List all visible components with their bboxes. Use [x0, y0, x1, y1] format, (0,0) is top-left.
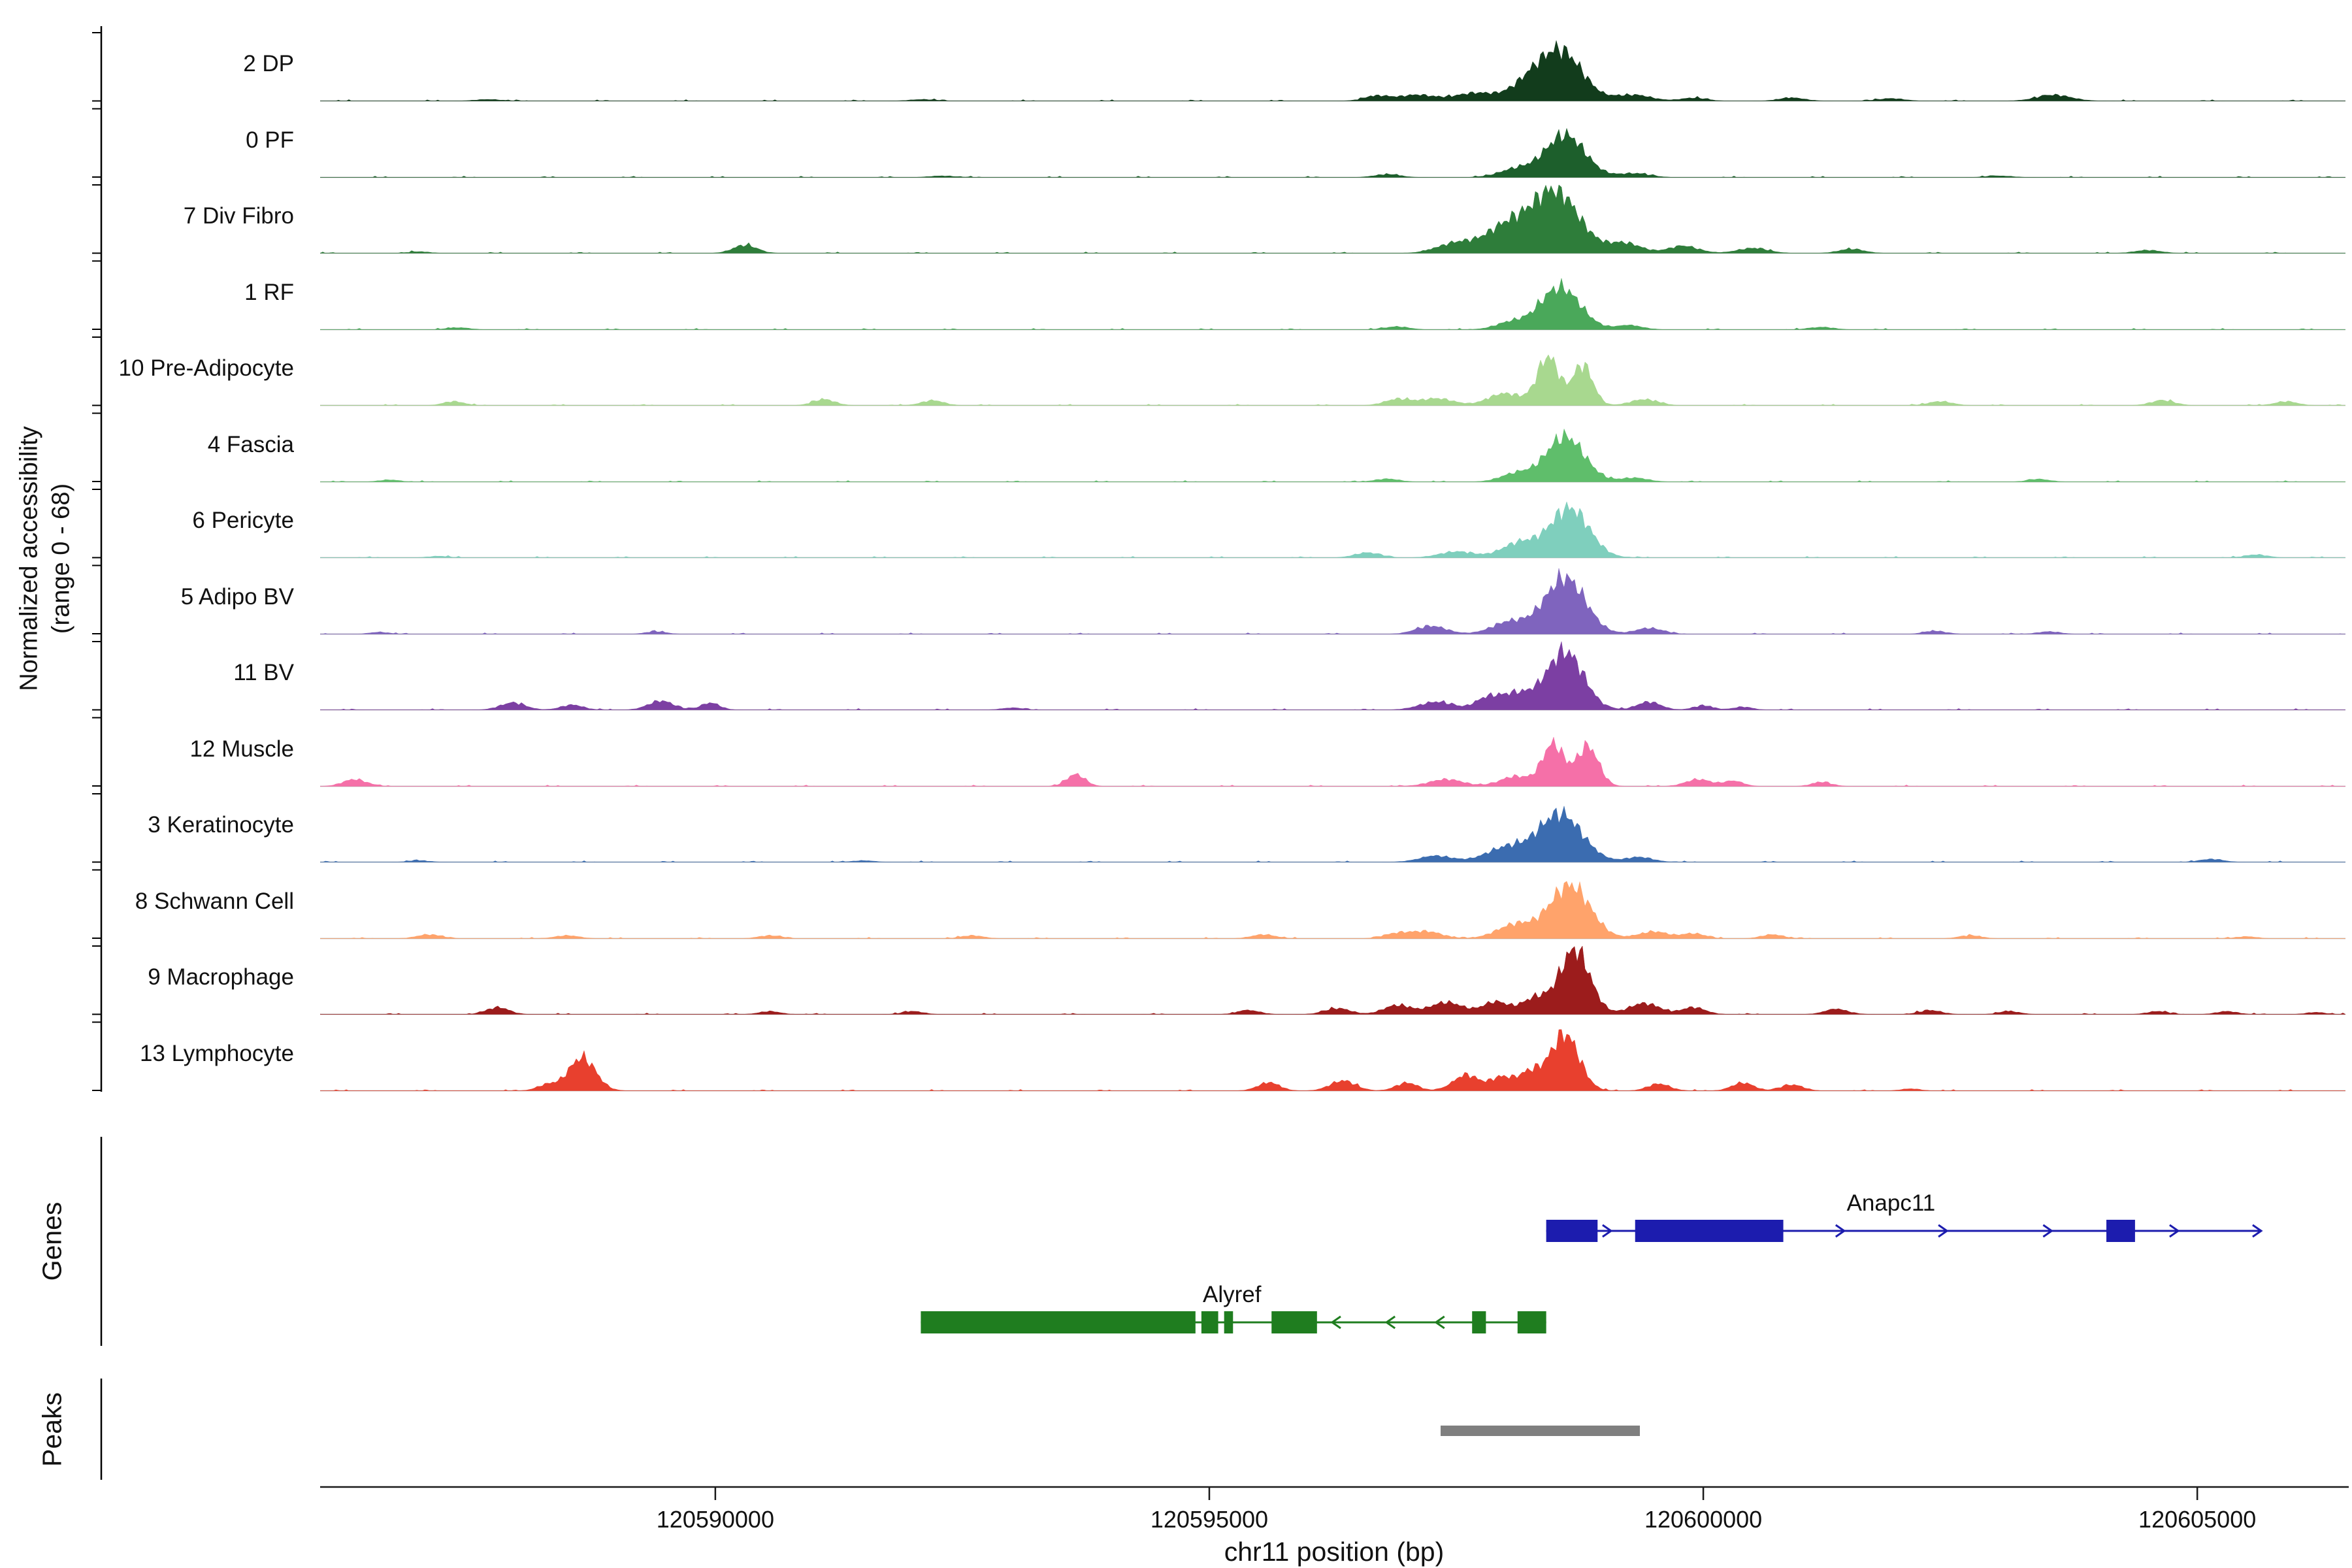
- track-signal: [320, 568, 2345, 634]
- track-row: 8 Schwann Cell: [0, 864, 2352, 940]
- track-row: 6 Pericyte: [0, 483, 2352, 559]
- track-label: 4 Fascia: [207, 431, 294, 457]
- track-label: 12 Muscle: [189, 736, 294, 762]
- coverage-path: [320, 40, 2345, 101]
- gene-exon: [1635, 1220, 1784, 1242]
- gene-exon: [1517, 1311, 1546, 1333]
- x-tick-labels: 120590000 120595000 120600000 120605000: [0, 1506, 2352, 1537]
- track-label: 2 DP: [243, 51, 294, 77]
- track-signal: [320, 736, 2345, 787]
- peak-region-bar: [1440, 1426, 1641, 1436]
- coverage-path: [320, 641, 2345, 710]
- track-signal: [320, 184, 2345, 254]
- track-row: 9 Macrophage: [0, 939, 2352, 1016]
- track-signal: [320, 806, 2345, 863]
- track-signal: [320, 881, 2345, 939]
- coverage-path: [320, 127, 2345, 178]
- track-label: 1 RF: [244, 279, 294, 305]
- track-label: 5 Adipo BV: [180, 583, 294, 610]
- axis-brackets: [92, 26, 103, 1480]
- gene-exon: [1546, 1220, 1598, 1242]
- gene-strand-arrow: [2042, 1224, 2054, 1238]
- gene-strand-arrow: [1384, 1315, 1396, 1330]
- track-label: 11 BV: [233, 660, 294, 686]
- track-signal: [320, 641, 2345, 711]
- gene-strand-arrow: [2169, 1224, 2180, 1238]
- genes-section-label: Genes: [37, 1201, 67, 1281]
- coverage-path: [320, 278, 2345, 330]
- track-row: 7 Div Fibro: [0, 178, 2352, 255]
- coverage-path: [320, 568, 2345, 634]
- tracks-area: 2 DP 0 PF 7 Div Fibro 1 RF 10 Pre-Adipoc…: [0, 26, 2352, 1092]
- x-axis-title: chr11 position (bp): [1224, 1537, 1445, 1567]
- coverage-path: [320, 428, 2345, 482]
- track-row: 10 Pre-Adipocyte: [0, 331, 2352, 407]
- coverage-path: [320, 354, 2345, 406]
- x-tick-label: 120595000: [1150, 1506, 1269, 1533]
- track-signal: [320, 428, 2345, 482]
- gene-exon: [1472, 1311, 1486, 1333]
- gene-strand-arrow: [1602, 1224, 1613, 1238]
- coverage-path: [320, 806, 2345, 862]
- track-signal: [320, 40, 2345, 102]
- gene-strand-arrow: [1938, 1224, 1949, 1238]
- track-label: 7 Div Fibro: [183, 203, 294, 229]
- gene-strand-arrow: [1434, 1315, 1445, 1330]
- gene-exon: [1224, 1311, 1233, 1333]
- track-signal: [320, 501, 2345, 559]
- track-signal: [320, 127, 2345, 178]
- track-row: 11 BV: [0, 635, 2352, 711]
- x-axis: [320, 1486, 2349, 1500]
- gene-exon: [1271, 1311, 1317, 1333]
- coverage-path: [320, 881, 2345, 939]
- gene-label-alyref: Alyref: [1203, 1282, 1262, 1307]
- x-tick-label: 120605000: [2138, 1506, 2257, 1533]
- track-signal: [320, 354, 2345, 406]
- gene-exon: [921, 1311, 1196, 1333]
- tracks-axis-ticks: [92, 32, 101, 1091]
- track-label: 9 Macrophage: [148, 964, 294, 990]
- gene-strand-arrow: [1835, 1224, 1846, 1238]
- track-label: 0 PF: [246, 127, 294, 153]
- track-row: 5 Adipo BV: [0, 559, 2352, 636]
- track-row: 13 Lymphocyte: [0, 1016, 2352, 1092]
- x-tick-label: 120590000: [656, 1506, 774, 1533]
- track-row: 4 Fascia: [0, 407, 2352, 483]
- track-row: 0 PF: [0, 103, 2352, 179]
- coverage-path: [320, 736, 2345, 787]
- track-row: 2 DP: [0, 26, 2352, 103]
- coverage-path: [320, 184, 2345, 253]
- gene-strand-arrow: [2252, 1224, 2263, 1238]
- gene-exon: [1201, 1311, 1218, 1333]
- coverage-path: [320, 501, 2345, 558]
- track-label: 6 Pericyte: [192, 508, 294, 534]
- coverage-path: [320, 1029, 2345, 1091]
- genes-track: [921, 1220, 2263, 1333]
- track-signal: [320, 1029, 2345, 1091]
- track-label: 8 Schwann Cell: [135, 888, 294, 914]
- coverage-path: [320, 945, 2345, 1015]
- track-signal: [320, 278, 2345, 330]
- track-label: 13 Lymphocyte: [139, 1040, 294, 1066]
- track-label: 10 Pre-Adipocyte: [118, 355, 294, 382]
- track-row: 3 Keratinocyte: [0, 787, 2352, 864]
- gene-exon: [2106, 1220, 2135, 1242]
- track-row: 12 Muscle: [0, 711, 2352, 788]
- track-label: 3 Keratinocyte: [148, 812, 294, 838]
- gene-label-anapc11: Anapc11: [1846, 1190, 1936, 1216]
- track-signal: [320, 945, 2345, 1015]
- track-row: 1 RF: [0, 255, 2352, 331]
- peaks-section-label: Peaks: [37, 1392, 67, 1467]
- gene-strand-arrow: [1330, 1315, 1341, 1330]
- x-tick-label: 120600000: [1644, 1506, 1763, 1533]
